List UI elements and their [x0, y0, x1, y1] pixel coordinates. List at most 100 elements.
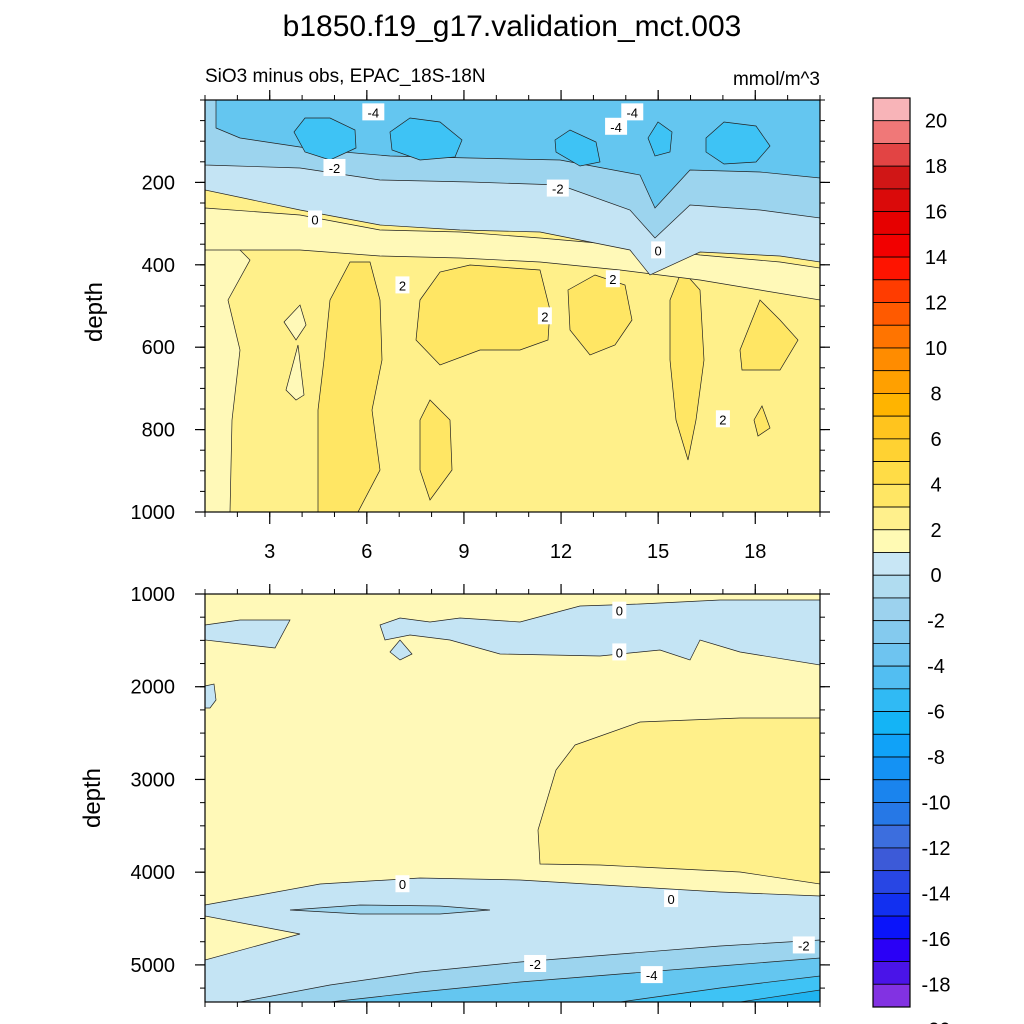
- lower-y-tick-label: 2000: [131, 677, 176, 699]
- lower-contour-label: 0: [664, 890, 679, 908]
- upper-contour-label-bg: [395, 276, 410, 294]
- lower-contour-label-text: 0: [399, 877, 406, 892]
- lower-y-tick-label: 1000: [131, 584, 176, 606]
- colorbar-swatch: [872, 574, 911, 599]
- upper-yellow-column-6: [739, 299, 799, 371]
- lower-contour-label: -4: [640, 966, 663, 984]
- upper-contour-label: 0: [308, 210, 323, 228]
- upper-y-tick-label: 200: [142, 172, 175, 194]
- upper-contour-label-text: -2: [329, 161, 341, 176]
- upper-contour-label-text: -2: [552, 182, 564, 197]
- colorbar-swatch: [872, 233, 911, 258]
- lower-y-axis-label: depth: [79, 768, 106, 828]
- colorbar-label: -8: [927, 747, 945, 769]
- lower-contour-fills: [204, 594, 821, 1003]
- upper-contour-label-text: 0: [655, 243, 662, 258]
- lower-axis-ticks: 1000 2000 3000 4000 5000: [131, 584, 830, 1014]
- upper-contour-label-bg: [605, 270, 620, 288]
- lower-contour-label-bg: [664, 890, 679, 908]
- upper-yellow-column-3: [419, 399, 453, 501]
- lower-blue-pocket-small: [389, 639, 413, 661]
- colorbar-swatch: [872, 961, 911, 985]
- lower-contour-labels: 0 0 0 0 -2 -2 -4: [395, 601, 815, 984]
- colorbar-swatch: [872, 711, 911, 735]
- colorbar-swatch: [872, 120, 911, 144]
- upper-contour-label: 2: [715, 410, 730, 428]
- lower-contour-label-text: 0: [616, 604, 623, 619]
- upper-contour-label-text: 0: [311, 212, 318, 227]
- colorbar-swatch: [872, 324, 911, 349]
- upper-contour-label: 2: [395, 276, 410, 294]
- upper-y-tick-label: 800: [142, 420, 175, 442]
- colorbar-swatch: [872, 938, 911, 962]
- colorbar-label: -2: [927, 611, 945, 633]
- chart-units: mmol/m^3: [733, 69, 820, 90]
- upper-yellow-column-4: [567, 274, 633, 356]
- upper-contour-label-text: 2: [399, 278, 406, 293]
- upper-blue-core-1: [293, 117, 357, 161]
- lower-frame-border: [204, 593, 821, 1003]
- upper-contour-label: -4: [362, 103, 385, 121]
- upper-pale-yellow-pocket-1: [283, 304, 307, 341]
- colorbar-swatch: [872, 779, 911, 803]
- colorbar-label: 18: [925, 156, 947, 178]
- upper-contour-label-bg: [537, 307, 552, 325]
- upper-panel: -4 -4 -4 -2 -2 0 0 2 2 2 2 200 400 600 800 1000 3 6 9 12 15…: [81, 90, 830, 563]
- lower-contour-label-bg: [395, 875, 410, 893]
- colorbar-label: -6: [927, 702, 945, 724]
- colorbar-swatch: [872, 256, 911, 281]
- colorbar-label: 20: [925, 111, 947, 133]
- colorbar: 20181614121086420-2-4-6-8-10-12-14-16-18…: [872, 97, 951, 1024]
- lower-contour-label-bg: [640, 966, 663, 984]
- upper-yellow-column-2: [415, 264, 551, 366]
- upper-blue-core-5: [705, 121, 771, 165]
- upper-contour-label: 0: [651, 241, 666, 259]
- colorbar-swatch: [872, 165, 911, 190]
- colorbar-swatch: [872, 915, 911, 940]
- lower-y-tick-label: 3000: [131, 769, 176, 791]
- upper-y-axis-label: depth: [81, 282, 108, 342]
- colorbar-swatch: [872, 529, 911, 553]
- upper-contour-label: -2: [323, 158, 346, 176]
- colorbar-swatch: [872, 665, 911, 690]
- lower-y-tick-label: 5000: [131, 955, 176, 977]
- lower-y-tick-label: 4000: [131, 862, 176, 884]
- upper-contour-label: -4: [621, 103, 644, 121]
- lower-contour-label: 0: [612, 601, 627, 619]
- upper-yellow-column-1: [317, 261, 383, 513]
- colorbar-label: 4: [930, 474, 941, 496]
- colorbar-border: [872, 97, 911, 1008]
- colorbar-swatch: [872, 802, 911, 826]
- lower-contour-label-text: 0: [616, 645, 623, 660]
- upper-x-tick-label: 18: [744, 541, 766, 563]
- upper-contour-label-bg: [546, 179, 569, 197]
- upper-x-tick-label: 9: [458, 541, 469, 563]
- colorbar-label: -4: [927, 656, 945, 678]
- colorbar-swatch: [872, 211, 911, 235]
- lower-contour-label-bg: [524, 954, 547, 972]
- colorbar-swatch: [872, 143, 911, 167]
- colorbar-swatch: [872, 188, 911, 213]
- upper-contour-label-text: -4: [626, 105, 638, 120]
- colorbar-label: -14: [922, 883, 951, 905]
- upper-contour-label-text: 2: [719, 412, 726, 427]
- colorbar-label: 16: [925, 202, 947, 224]
- lower-contour-label-bg: [612, 643, 627, 661]
- upper-x-tick-label: 15: [647, 541, 669, 563]
- lower-contour-label: 0: [395, 875, 410, 893]
- chart-subtitle-left: SiO3 minus obs, EPAC_18S-18N: [205, 66, 486, 87]
- colorbar-swatch: [872, 983, 911, 1008]
- upper-x-tick-label: 12: [550, 541, 572, 563]
- upper-y-tick-label: 400: [142, 255, 175, 277]
- upper-contour-label: 2: [537, 307, 552, 325]
- colorbar-label: -10: [922, 792, 951, 814]
- colorbar-swatch: [872, 438, 911, 463]
- upper-pale-yellow-pocket-2: [285, 344, 305, 401]
- lower-frame: [204, 593, 821, 1003]
- colorbar-swatch: [872, 643, 911, 667]
- upper-contour-label-bg: [308, 210, 323, 228]
- upper-contour-label-text: 2: [609, 272, 616, 287]
- upper-contour-label: -2: [546, 179, 569, 197]
